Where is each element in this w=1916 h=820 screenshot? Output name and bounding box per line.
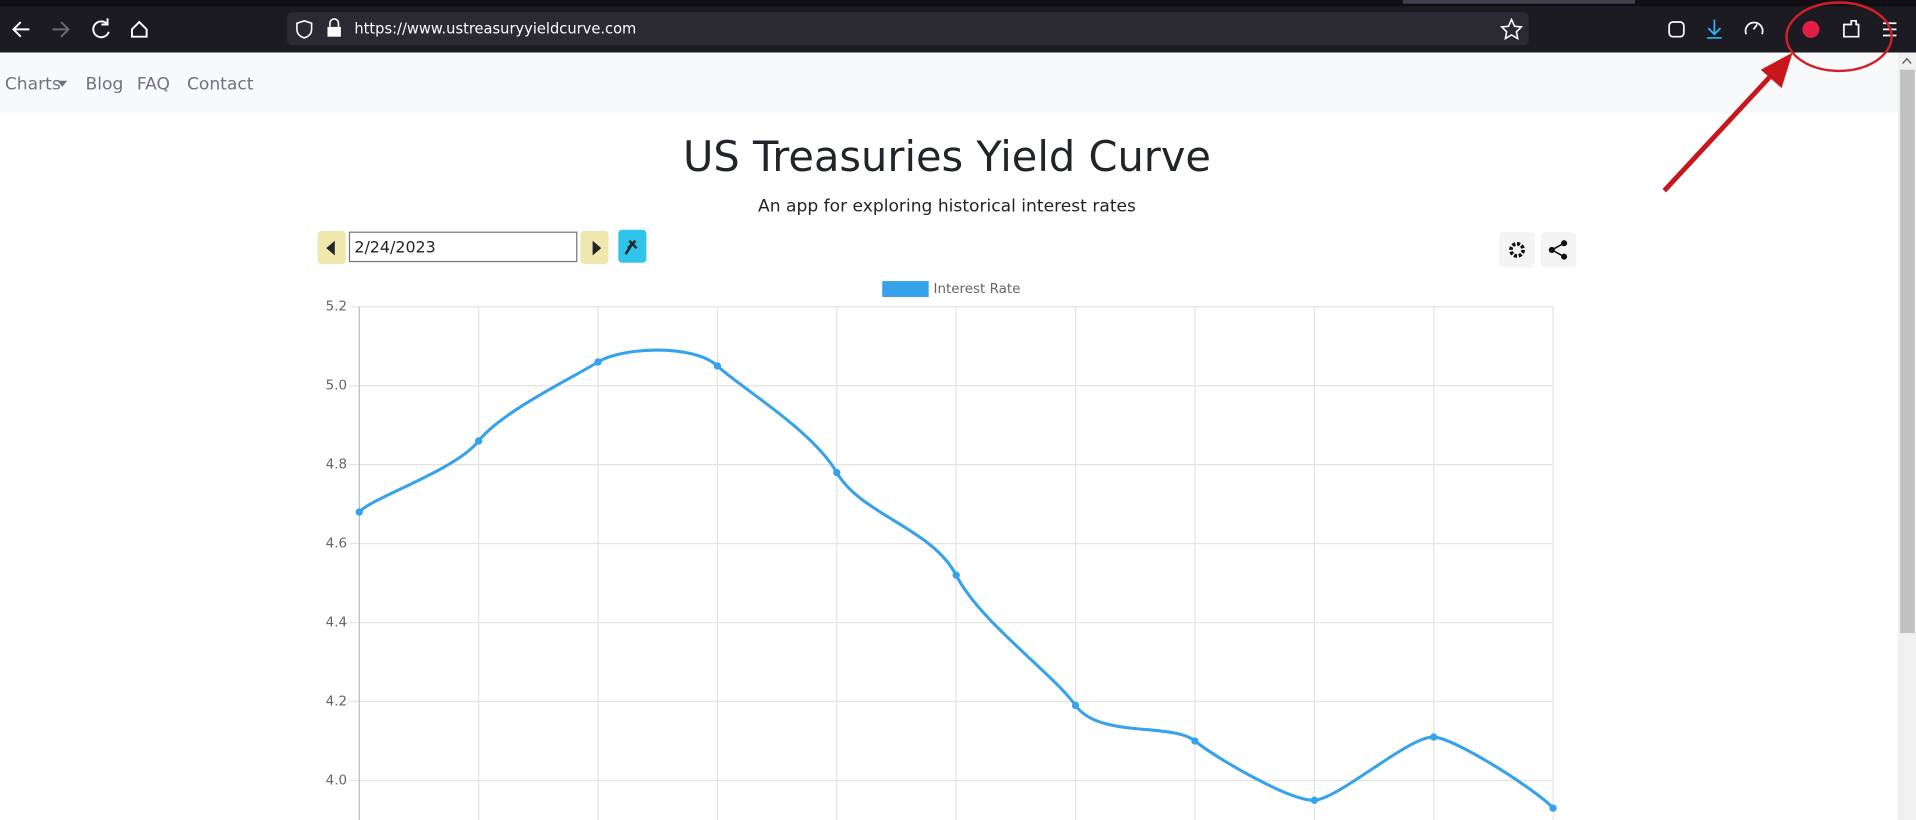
back-button[interactable] bbox=[12, 21, 30, 38]
scroll-up-arrow[interactable] bbox=[1902, 57, 1912, 64]
data-point bbox=[355, 508, 363, 516]
downloads-icon[interactable] bbox=[1707, 19, 1722, 39]
home-button[interactable] bbox=[130, 20, 148, 38]
highlight-ellipse bbox=[1785, 1, 1893, 73]
nav-link[interactable]: Blog bbox=[86, 74, 124, 94]
adblock-icon[interactable] bbox=[1802, 20, 1820, 38]
data-point bbox=[474, 437, 483, 445]
annotation-arrow bbox=[1662, 70, 1777, 193]
next-arrow bbox=[592, 240, 602, 256]
y-tick-label: 4.4 bbox=[326, 616, 347, 631]
data-point bbox=[1549, 804, 1557, 812]
page-title: US Treasuries Yield Curve bbox=[683, 132, 1211, 181]
y-tick-label: 4.8 bbox=[326, 458, 347, 473]
chart: Interest Rate 4.0 4.2 4.4 4.6 4.8 5.0 5.2 bbox=[326, 281, 1557, 820]
page-subtitle: An app for exploring historical interest… bbox=[758, 197, 1136, 217]
data-point bbox=[1430, 733, 1438, 741]
navbar bbox=[0, 52, 1898, 113]
reload-button[interactable] bbox=[92, 18, 110, 39]
url-bar[interactable] bbox=[287, 12, 1529, 46]
share-button[interactable] bbox=[1540, 232, 1577, 268]
y-tick-label: 5.2 bbox=[326, 300, 347, 315]
data-point bbox=[713, 362, 722, 370]
settings-button[interactable] bbox=[1499, 232, 1535, 268]
url-text[interactable]: https://www.ustreasuryyieldcurve.com bbox=[354, 20, 636, 37]
pin-button[interactable] bbox=[618, 229, 647, 263]
nav-link[interactable]: Contact bbox=[187, 74, 254, 94]
data-point bbox=[594, 358, 602, 366]
scrollbar-thumb[interactable] bbox=[1900, 69, 1915, 634]
data-point bbox=[1071, 701, 1080, 710]
sync-icon[interactable] bbox=[1744, 21, 1764, 35]
data-point bbox=[833, 468, 841, 477]
dropdown-caret bbox=[57, 80, 68, 87]
y-tick-label: 4.2 bbox=[326, 695, 347, 710]
share-icon bbox=[1548, 240, 1568, 260]
pocket-icon[interactable] bbox=[1668, 21, 1685, 38]
forward-button[interactable] bbox=[52, 21, 70, 38]
data-point bbox=[1310, 796, 1318, 804]
gear-icon bbox=[1509, 241, 1525, 258]
y-tick-label: 4.0 bbox=[326, 773, 347, 788]
lock-shackle bbox=[329, 18, 340, 27]
date-value[interactable]: 2/24/2023 bbox=[354, 238, 435, 257]
extensions-icon[interactable] bbox=[1843, 19, 1860, 38]
prev-arrow bbox=[326, 240, 335, 256]
bookmark-star[interactable] bbox=[1500, 17, 1524, 41]
shield-icon[interactable] bbox=[296, 19, 313, 39]
annotation-arrowhead bbox=[1760, 52, 1793, 89]
tab[interactable] bbox=[1402, 0, 1635, 4]
y-tick-label: 5.0 bbox=[326, 379, 347, 394]
data-point bbox=[1191, 737, 1199, 745]
legend-swatch bbox=[882, 281, 929, 297]
y-tick-label: 4.6 bbox=[326, 537, 347, 552]
date-input[interactable] bbox=[348, 231, 578, 263]
nav-link[interactable]: FAQ bbox=[137, 74, 170, 94]
tab-strip bbox=[0, 0, 1916, 7]
lock-icon[interactable] bbox=[327, 26, 341, 37]
pin-icon bbox=[624, 239, 638, 255]
data-point bbox=[952, 571, 960, 579]
nav-link[interactable]: Charts bbox=[5, 74, 61, 94]
legend-label: Interest Rate bbox=[934, 282, 1021, 297]
